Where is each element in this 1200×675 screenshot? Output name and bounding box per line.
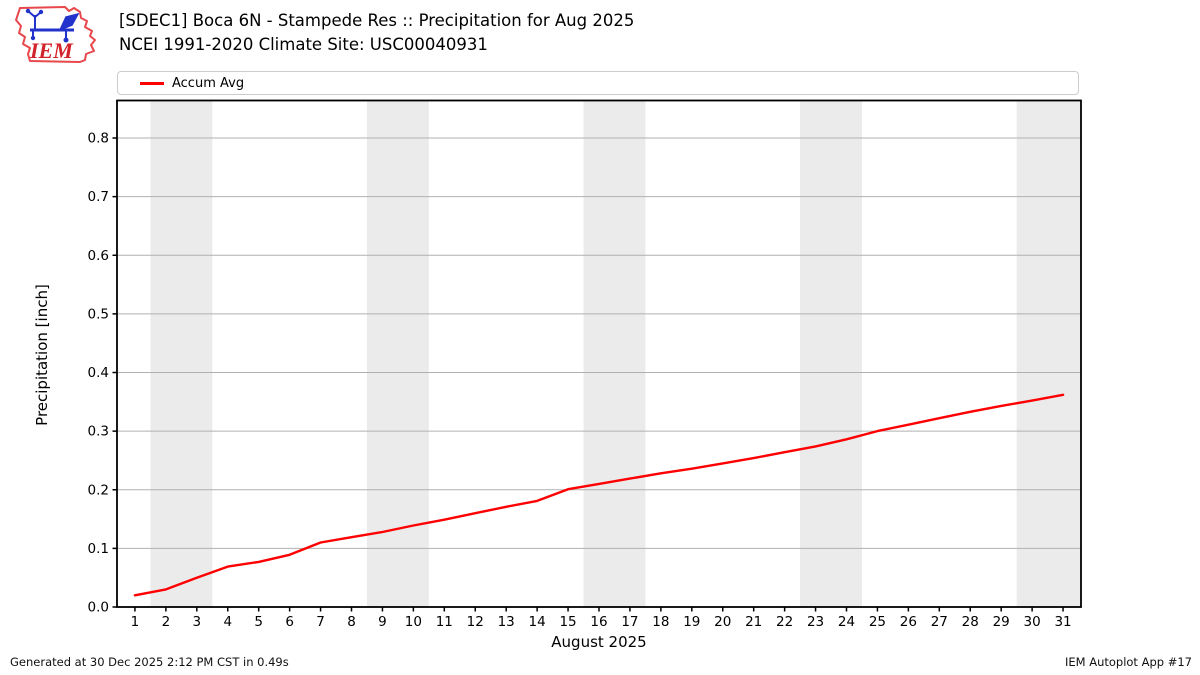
app-credit: IEM Autoplot App #17: [1064, 655, 1192, 669]
x-tick-label: 16: [590, 614, 607, 630]
legend-line-swatch: [140, 81, 164, 85]
y-tick-label: 0.7: [88, 189, 109, 205]
x-tick-label: 18: [652, 614, 669, 630]
y-tick-label: 0.6: [88, 248, 109, 264]
iowa-outline-icon: [15, 6, 96, 63]
y-tick-label: 0.1: [88, 541, 109, 557]
x-axis-ticks: 1 2 3 4 5 6 7 8 9 10 11 12 13 14 15 16 17 18 19 20 21 22 23 24 2…: [131, 607, 1072, 630]
x-tick-label: 14: [529, 614, 546, 630]
y-axis-title: Precipitation [inch]: [33, 284, 51, 426]
accum-avg-line: [133, 393, 1065, 597]
y-tick-label: 0.4: [88, 365, 109, 381]
y-tick-label: 0.5: [88, 306, 109, 322]
x-tick-label: 27: [931, 614, 948, 630]
x-tick-label: 11: [436, 614, 453, 630]
x-tick-label: 9: [378, 614, 387, 630]
iem-logo: IEM: [15, 6, 96, 63]
chart-subtitle: NCEI 1991-2020 Climate Site: USC00040931: [119, 35, 488, 54]
weekend-bands: [150, 100, 1081, 607]
x-tick-label: 21: [745, 614, 762, 630]
x-tick-label: 2: [162, 614, 171, 630]
legend: Accum Avg: [117, 71, 1079, 95]
x-tick-label: 22: [776, 614, 793, 630]
x-tick-label: 28: [962, 614, 979, 630]
x-tick-label: 30: [1024, 614, 1041, 630]
weekend-band: [800, 100, 862, 607]
weather-vane-icon: [25, 8, 80, 43]
weekend-band: [583, 100, 646, 607]
x-tick-label: 24: [838, 614, 855, 630]
y-tick-label: 0.8: [88, 131, 109, 147]
y-axis-ticks: 0.0 0.1 0.2 0.3 0.4 0.5 0.6 0.7 0.8: [88, 131, 117, 616]
x-tick-label: 25: [869, 614, 886, 630]
x-tick-label: 31: [1054, 614, 1071, 630]
x-tick-label: 19: [683, 614, 700, 630]
x-tick-label: 6: [285, 614, 294, 630]
x-tick-label: 23: [807, 614, 824, 630]
generated-timestamp: Generated at 30 Dec 2025 2:12 PM CST in …: [10, 655, 289, 669]
x-tick-label: 3: [193, 614, 202, 630]
x-tick-label: 10: [405, 614, 422, 630]
x-tick-label: 4: [223, 614, 232, 630]
y-tick-label: 0.3: [88, 424, 109, 440]
x-tick-label: 17: [621, 614, 638, 630]
title-block: [SDEC1] Boca 6N - Stampede Res :: Precip…: [119, 9, 634, 57]
x-tick-label: 8: [347, 614, 356, 630]
iem-logo-text: IEM: [29, 38, 74, 63]
weekend-band: [150, 100, 213, 607]
weekend-band: [1016, 100, 1081, 607]
x-tick-label: 26: [900, 614, 917, 630]
x-tick-label: 5: [254, 614, 263, 630]
x-tick-label: 7: [316, 614, 325, 630]
x-tick-label: 1: [131, 614, 140, 630]
x-tick-label: 12: [467, 614, 484, 630]
x-tick-label: 29: [993, 614, 1010, 630]
y-tick-label: 0.2: [88, 482, 109, 498]
chart-title: [SDEC1] Boca 6N - Stampede Res :: Precip…: [119, 11, 635, 30]
x-tick-label: 15: [559, 614, 576, 630]
x-tick-label: 20: [714, 614, 731, 630]
y-tick-label: 0.0: [88, 600, 109, 616]
x-tick-label: 13: [498, 614, 515, 630]
legend-entry-label: Accum Avg: [172, 75, 245, 91]
x-axis-title: August 2025: [551, 633, 647, 651]
weekend-band: [366, 100, 429, 607]
